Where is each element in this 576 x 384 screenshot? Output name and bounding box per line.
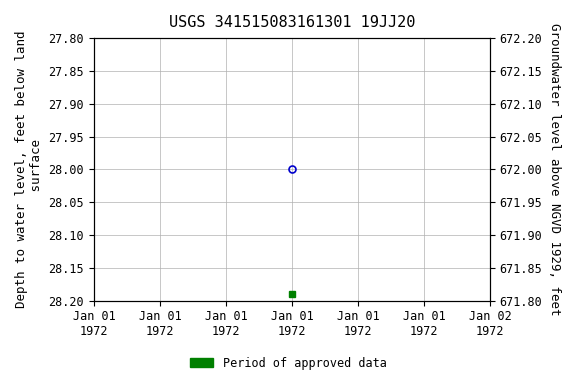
Legend: Period of approved data: Period of approved data: [185, 352, 391, 374]
Y-axis label: Depth to water level, feet below land
 surface: Depth to water level, feet below land su…: [15, 31, 43, 308]
Y-axis label: Groundwater level above NGVD 1929, feet: Groundwater level above NGVD 1929, feet: [548, 23, 561, 316]
Title: USGS 341515083161301 19JJ20: USGS 341515083161301 19JJ20: [169, 15, 415, 30]
